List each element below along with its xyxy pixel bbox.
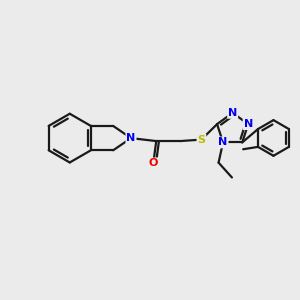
Text: N: N — [218, 137, 228, 147]
Text: N: N — [228, 108, 237, 118]
Text: S: S — [197, 135, 206, 145]
Text: O: O — [148, 158, 158, 168]
Text: N: N — [244, 119, 253, 129]
Text: N: N — [126, 133, 136, 143]
